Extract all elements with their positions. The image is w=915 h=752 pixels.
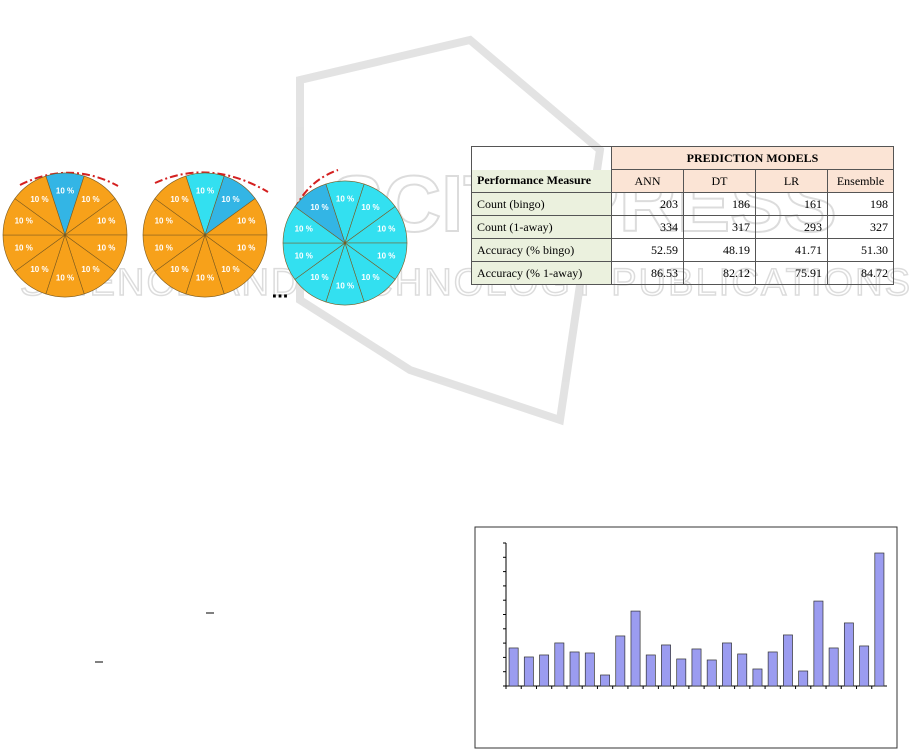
slice-label: 10 % xyxy=(295,225,313,234)
table-cell: DT xyxy=(683,169,756,193)
table-cell: 198 xyxy=(827,192,894,216)
slice-label: 10 % xyxy=(310,203,328,212)
bar xyxy=(813,600,824,687)
slice-label: 10 % xyxy=(97,244,115,253)
slice-label: 10 % xyxy=(361,203,379,212)
slice-label: 10 % xyxy=(170,195,188,204)
group-header: PREDICTION MODELS xyxy=(611,146,894,170)
table-cell: 84.72 xyxy=(827,261,894,285)
table-cell: ANN xyxy=(611,169,684,193)
slice-label: 10 % xyxy=(336,282,354,291)
table-cell: Ensemble xyxy=(827,169,894,193)
table-row: Count (1-away) 334 317 293 327 xyxy=(471,215,894,239)
slice-label: 10 % xyxy=(15,217,33,226)
slice-label: 10 % xyxy=(361,273,379,282)
table-cell: 203 xyxy=(611,192,684,216)
table-row: Accuracy (% 1-away) 86.53 82.12 75.91 84.72 xyxy=(471,261,894,285)
table-row: PREDICTION MODELS xyxy=(471,146,894,170)
slice-label: 10 % xyxy=(336,195,354,204)
results-table: PREDICTION MODELS Performance Measure ANN… xyxy=(471,146,894,285)
bar xyxy=(722,642,732,687)
slice-label: 10 % xyxy=(170,265,188,274)
bar xyxy=(539,654,550,687)
slice-label: 10 % xyxy=(237,244,255,253)
pie-slice xyxy=(14,175,66,236)
bar xyxy=(767,651,778,687)
slice-label: 10 % xyxy=(56,274,74,283)
bar xyxy=(569,651,580,687)
table-cell: LR xyxy=(755,169,828,193)
bar xyxy=(523,656,534,687)
table-cell: 317 xyxy=(683,215,756,239)
slice-label: 10 % xyxy=(377,225,395,234)
slice-label: 10 % xyxy=(81,195,99,204)
slice-label: 10 % xyxy=(56,187,74,196)
bar xyxy=(508,647,519,687)
table-cell: Performance Measure xyxy=(471,169,612,193)
ellipsis: ... xyxy=(272,280,289,302)
bar xyxy=(828,647,839,687)
table-cell: 51.30 xyxy=(827,238,894,262)
table-cell: 161 xyxy=(755,192,828,216)
bar xyxy=(630,610,641,687)
bar xyxy=(752,668,763,687)
table-cell: 82.12 xyxy=(683,261,756,285)
bar xyxy=(874,552,885,687)
table-cell: 293 xyxy=(755,215,828,239)
slice-label: 10 % xyxy=(221,265,239,274)
bar xyxy=(600,674,610,687)
bar xyxy=(843,622,854,687)
table-cell: Accuracy (% 1-away) xyxy=(471,261,612,285)
bar xyxy=(706,659,717,687)
slice-label: 10 % xyxy=(196,187,214,196)
chart-frame xyxy=(474,526,898,749)
slice-label: 10 % xyxy=(97,217,115,226)
table-cell: 75.91 xyxy=(755,261,828,285)
slice-label: 10 % xyxy=(15,244,33,253)
slice-label: 10 % xyxy=(30,195,48,204)
table-cell: 334 xyxy=(611,215,684,239)
slice-label: 10 % xyxy=(295,252,313,261)
bar xyxy=(615,635,626,687)
bar xyxy=(691,648,702,687)
bar xyxy=(859,645,870,687)
table-cell: 327 xyxy=(827,215,894,239)
arrow xyxy=(284,169,339,241)
table-cell: 52.59 xyxy=(611,238,684,262)
table-cell xyxy=(471,146,612,170)
table-cell: Accuracy (% bingo) xyxy=(471,238,612,262)
table-row: Accuracy (% bingo) 52.59 48.19 41.71 51.30 xyxy=(471,238,894,262)
slice-label: 10 % xyxy=(81,265,99,274)
slice-label: 10 % xyxy=(155,217,173,226)
table-cell: 48.19 xyxy=(683,238,756,262)
table-row: Performance Measure ANN DT LR Ensemble xyxy=(471,169,894,193)
bar xyxy=(737,653,748,687)
bar xyxy=(554,642,565,687)
table-cell: Count (bingo) xyxy=(471,192,612,216)
slice-label: 10 % xyxy=(310,273,328,282)
bar xyxy=(584,652,595,687)
table-cell: 86.53 xyxy=(611,261,684,285)
table-cell: Count (1-away) xyxy=(471,215,612,239)
table-cell: 186 xyxy=(683,192,756,216)
bar xyxy=(676,658,687,687)
table-cell: 41.71 xyxy=(755,238,828,262)
table-row: Count (bingo) 203 186 161 198 xyxy=(471,192,894,216)
slice-label: 10 % xyxy=(155,244,173,253)
bar xyxy=(661,644,671,687)
watermark-book xyxy=(296,35,605,426)
slice-label: 10 % xyxy=(221,195,239,204)
bar xyxy=(645,654,656,687)
bar xyxy=(798,670,809,687)
slice-label: 10 % xyxy=(196,274,214,283)
slice-label: 10 % xyxy=(237,217,255,226)
pie-slice xyxy=(294,183,346,244)
pie-slice xyxy=(154,175,206,236)
bar xyxy=(783,634,793,687)
slice-label: 10 % xyxy=(30,265,48,274)
arrow xyxy=(154,171,269,193)
slice-label: 10 % xyxy=(377,252,395,261)
